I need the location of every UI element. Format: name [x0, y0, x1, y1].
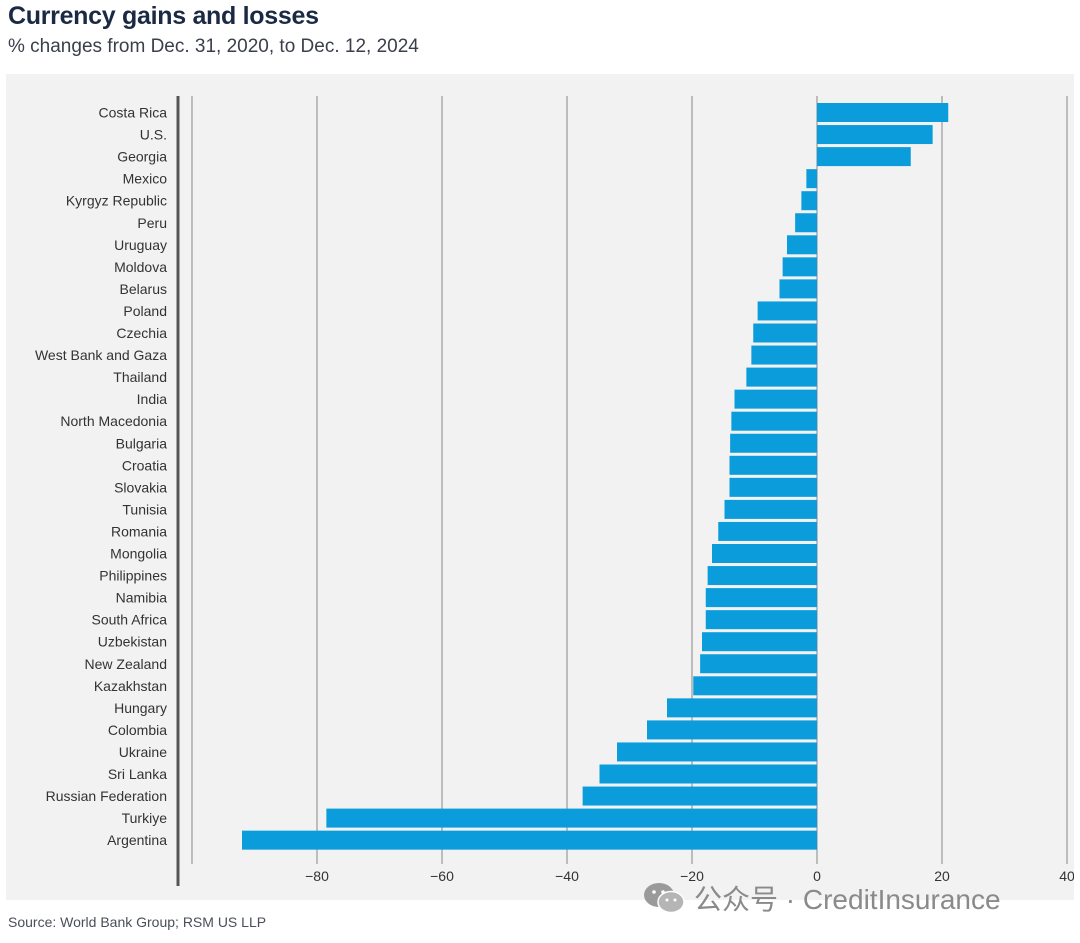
- bar: [779, 279, 817, 299]
- category-label: South Africa: [92, 612, 168, 628]
- plot-area: Costa Rica U.S. Georgia Mexico Kyrgyz Republ…: [6, 74, 1074, 900]
- category-label: Georgia: [117, 149, 167, 165]
- source-note: Source: World Bank Group; RSM US LLP: [8, 914, 267, 930]
- bar: [734, 389, 817, 409]
- bar: [751, 345, 817, 365]
- category-label: Peru: [137, 215, 167, 231]
- category-label: Czechia: [116, 325, 167, 341]
- bar: [753, 323, 817, 343]
- bar: [817, 147, 911, 167]
- bar: [746, 367, 817, 387]
- x-tick-label: −60: [430, 868, 454, 884]
- watermark: 公众号 · CreditInsurance: [642, 878, 1001, 918]
- category-label: Russian Federation: [46, 788, 167, 804]
- bar: [817, 125, 933, 145]
- category-label: Namibia: [116, 590, 168, 606]
- category-label: Slovakia: [114, 479, 167, 495]
- bar: [718, 521, 817, 541]
- category-label: West Bank and Gaza: [35, 347, 167, 363]
- bar: [801, 191, 817, 211]
- bar: [326, 808, 817, 828]
- bar: [757, 301, 817, 321]
- bar: [806, 169, 817, 189]
- category-label: Belarus: [120, 281, 167, 297]
- bar: [795, 213, 817, 233]
- bar: [705, 588, 817, 608]
- bar: [712, 544, 817, 563]
- x-tick-label: −80: [305, 868, 329, 884]
- bar: [782, 257, 817, 277]
- bar-chart: Costa Rica U.S. Georgia Mexico Kyrgyz Republ…: [35, 96, 1074, 886]
- bar: [702, 632, 817, 652]
- chart-title: Currency gains and losses: [8, 2, 319, 30]
- bar: [707, 566, 817, 586]
- bar: [731, 411, 817, 431]
- category-label: Thailand: [113, 369, 167, 385]
- watermark-text: 公众号 · CreditInsurance: [694, 884, 1001, 915]
- category-label: Moldova: [114, 259, 167, 275]
- category-label: Uzbekistan: [98, 634, 167, 650]
- category-label: Kazakhstan: [94, 678, 167, 694]
- bar: [693, 676, 817, 696]
- category-label: North Macedonia: [60, 413, 167, 429]
- category-label: Argentina: [107, 832, 167, 848]
- bar: [729, 455, 817, 475]
- x-tick-label: −20: [680, 868, 704, 884]
- bar: [667, 698, 817, 718]
- x-tick-label: 0: [813, 868, 821, 884]
- bar: [787, 235, 817, 255]
- bar: [730, 433, 817, 453]
- chart-subtitle: % changes from Dec. 31, 2020, to Dec. 12…: [8, 36, 419, 57]
- bar: [617, 742, 817, 762]
- category-label: Hungary: [114, 700, 167, 716]
- bar: [700, 654, 817, 674]
- category-label: Romania: [111, 523, 167, 539]
- bar: [647, 720, 817, 740]
- bar: [724, 499, 817, 519]
- category-label: India: [137, 391, 168, 407]
- category-label: Mexico: [123, 171, 168, 187]
- category-label: Croatia: [122, 457, 167, 473]
- category-label: Mongolia: [110, 546, 167, 562]
- x-tick-label: 40: [1059, 868, 1074, 884]
- bar: [705, 610, 817, 630]
- x-tick-label: 20: [934, 868, 950, 884]
- x-tick-label: −40: [555, 868, 579, 884]
- bar: [817, 103, 949, 122]
- bar: [242, 830, 817, 850]
- category-label: Colombia: [108, 722, 167, 738]
- category-label: Philippines: [99, 568, 167, 584]
- category-label: Tunisia: [122, 501, 167, 517]
- category-label: New Zealand: [85, 656, 168, 672]
- category-label: Poland: [123, 303, 167, 319]
- category-label: U.S.: [140, 127, 167, 143]
- category-label: Costa Rica: [99, 105, 168, 121]
- wechat-icon: [644, 883, 685, 914]
- bar: [599, 764, 817, 784]
- bar: [582, 786, 817, 806]
- category-label: Uruguay: [114, 237, 167, 253]
- category-label: Bulgaria: [116, 435, 168, 451]
- category-label: Turkiye: [122, 810, 168, 826]
- category-label: Kyrgyz Republic: [66, 193, 167, 209]
- category-label: Sri Lanka: [108, 766, 167, 782]
- category-label: Ukraine: [119, 744, 167, 760]
- bar: [729, 477, 817, 497]
